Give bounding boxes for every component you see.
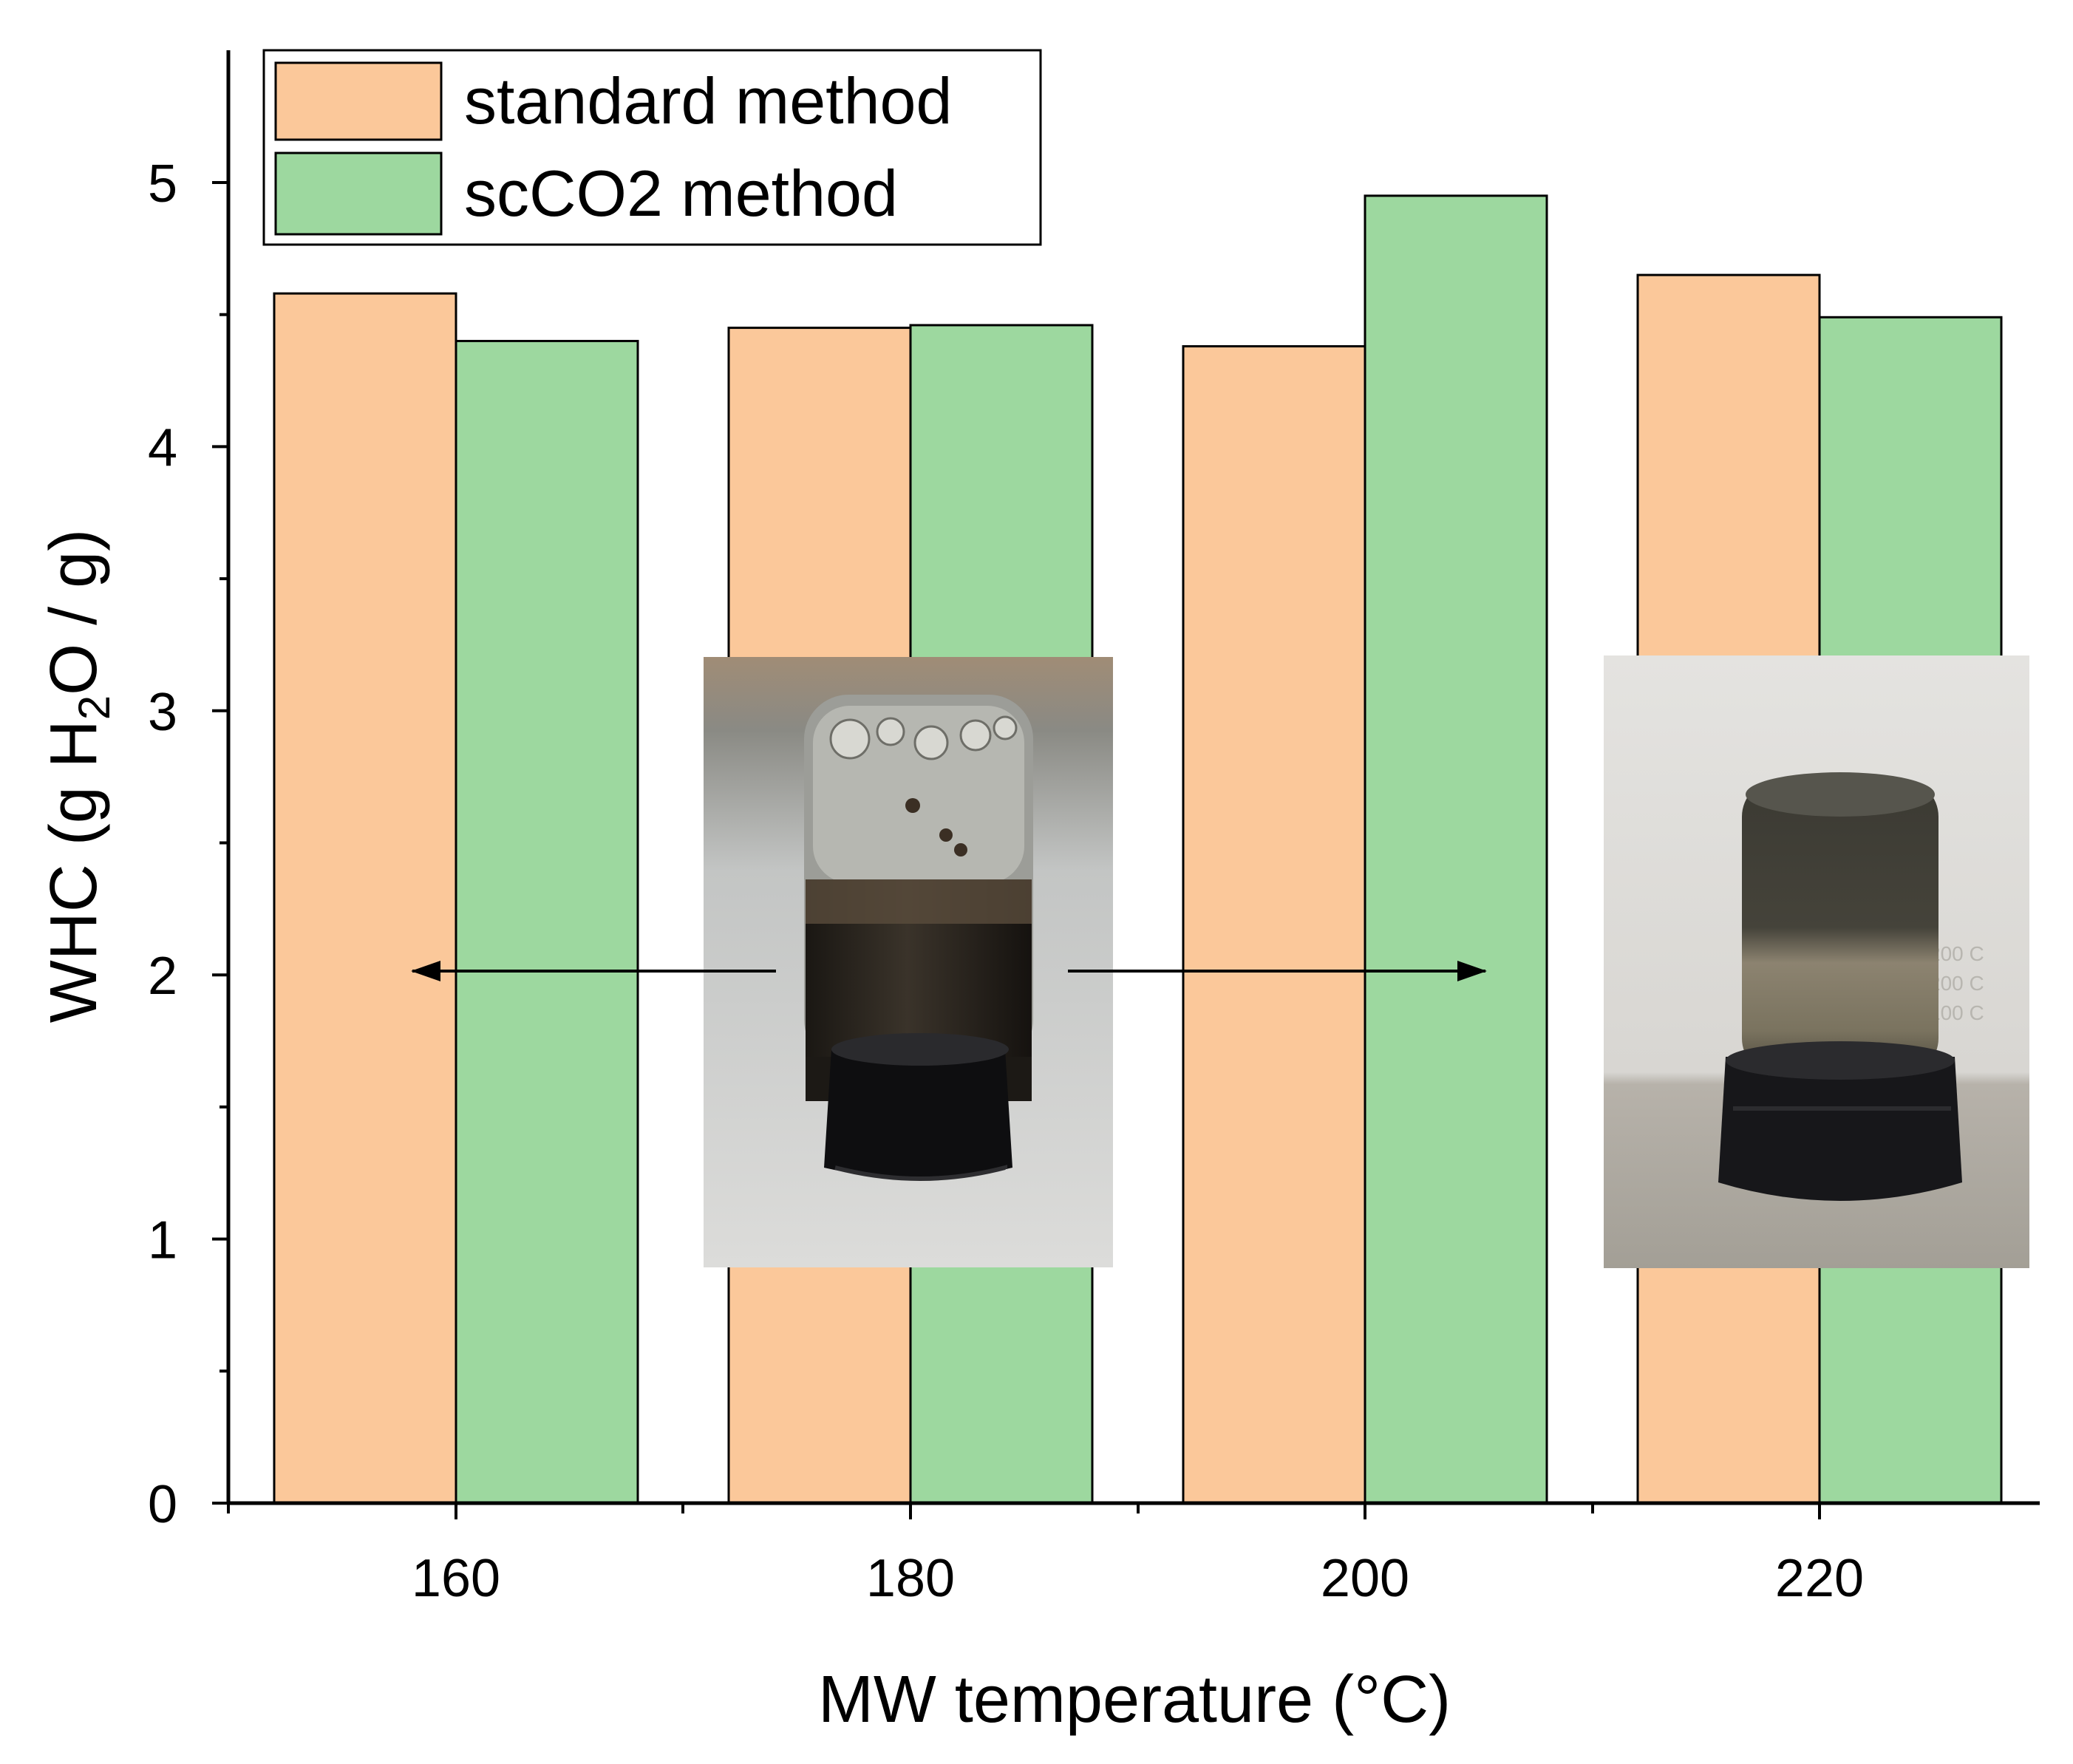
axes: [226, 50, 2040, 1505]
legend-label-standard: standard method: [464, 64, 952, 137]
bar-standard-160: [273, 292, 457, 1505]
y-tick-label: 3: [148, 683, 177, 742]
y-axis-title: WHC (g H2O / g): [37, 529, 119, 1023]
bar-scco2-160: [455, 339, 639, 1505]
x-ticks: 160 180 200 220: [227, 1503, 1864, 1608]
y-axis-title-sub: 2: [69, 695, 119, 720]
x-axis-title: MW temperature (°C): [818, 1663, 1451, 1737]
y-tick-label: 5: [148, 154, 177, 214]
x-tick-label: 160: [412, 1549, 500, 1608]
legend-swatch-scco2: [274, 151, 443, 236]
legend-label-scco2: scCO2 method: [464, 157, 898, 230]
y-ticks: 0 1 2 3 4 5: [148, 154, 228, 1534]
bar-scco2-200: [1364, 194, 1548, 1505]
legend-swatch-standard: [274, 61, 443, 141]
y-tick-label: 1: [148, 1211, 177, 1270]
x-tick-label: 180: [866, 1549, 955, 1608]
x-tick-label: 220: [1775, 1549, 1864, 1608]
y-axis-title-post: O / g): [37, 529, 111, 695]
y-tick-label: 4: [148, 418, 177, 477]
bar-standard-200: [1182, 345, 1366, 1505]
legend: standard method scCO2 method: [262, 49, 1042, 246]
y-axis-title-pre: WHC (g H: [37, 720, 111, 1023]
x-tick-label: 200: [1321, 1549, 1409, 1608]
y-tick-label: 2: [148, 947, 177, 1006]
vial-inverted-gel-photo: [704, 657, 1113, 1267]
y-tick-label: 0: [148, 1475, 177, 1534]
vial-inverted-settled-photo: 200 C 200 C 100 C: [1604, 655, 2029, 1268]
